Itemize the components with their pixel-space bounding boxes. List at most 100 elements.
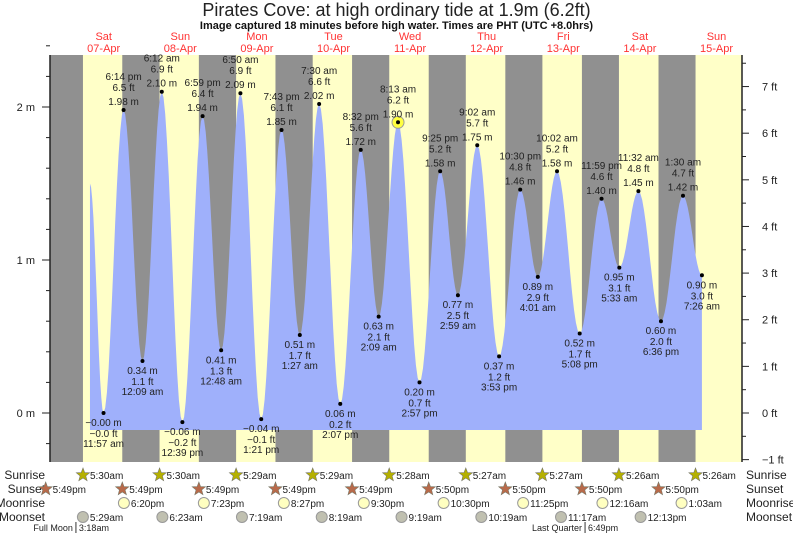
- moonrise-time: 7:23pm: [211, 499, 244, 510]
- high-tide-feet: 6.9 ft: [229, 66, 251, 77]
- chart-title: Pirates Cove: at high ordinary tide at 1…: [202, 0, 591, 20]
- sunset-icon: [344, 481, 360, 496]
- low-tide-time: 5:33 am: [601, 294, 637, 305]
- low-tide-meters: −0.06 m: [164, 427, 200, 438]
- low-tide-meters: 0.34 m: [127, 366, 158, 377]
- high-tide-time: 7:43 pm: [263, 92, 299, 103]
- moonset-time: 6:23am: [169, 513, 202, 524]
- moonset-time: 8:19am: [329, 513, 362, 524]
- sunrise-time: 5:29am: [320, 471, 353, 482]
- sunset-icon: [267, 481, 283, 496]
- low-tide-point: [259, 417, 264, 422]
- high-tide-meters: 1.42 m: [668, 183, 699, 194]
- date-label: 13-Apr: [547, 43, 580, 55]
- high-tide-feet: 4.8 ft: [509, 163, 531, 174]
- high-tide-meters: 1.94 m: [187, 103, 218, 114]
- low-tide-feet: −0.2 ft: [168, 438, 196, 449]
- sunrise-time: 5:30am: [167, 471, 200, 482]
- high-tide-meters: 1.45 m: [623, 178, 654, 189]
- low-tide-time: 7:26 am: [684, 301, 720, 312]
- sunset-row-label-right: Sunset: [746, 482, 784, 496]
- day-label: Sun: [171, 31, 191, 43]
- low-tide-point: [535, 274, 540, 279]
- moonrise-time: 11:25pm: [530, 499, 568, 510]
- high-tide-time: 10:02 am: [536, 133, 578, 144]
- moonset-time: 12:13pm: [648, 513, 687, 524]
- left-axis-label: 2 m: [17, 102, 35, 114]
- moonset-icon: [555, 511, 568, 523]
- sunset-time: 5:49pm: [206, 485, 239, 496]
- high-tide-meters: 2.10 m: [146, 79, 177, 90]
- high-tide-point: [636, 189, 641, 194]
- sunrise-time: 5:28am: [396, 471, 429, 482]
- high-tide-time: 1:30 am: [665, 158, 701, 169]
- high-tide-meters: 1.58 m: [542, 158, 573, 169]
- moonrise-icon: [357, 497, 370, 509]
- sunrise-time: 5:26am: [626, 471, 659, 482]
- sunset-time: 5:49pm: [359, 485, 392, 496]
- low-tide-time: 1:27 am: [282, 361, 318, 372]
- day-label: Wed: [399, 31, 421, 43]
- sunrise-time: 5:29am: [243, 471, 276, 482]
- low-tide-point: [219, 348, 224, 353]
- low-tide-time: 11:57 am: [83, 439, 124, 450]
- right-axis-label: 6 ft: [762, 128, 777, 140]
- high-tide-meters: 2.02 m: [304, 91, 335, 102]
- low-tide-point: [338, 401, 343, 406]
- moonrise-icon: [277, 497, 290, 509]
- sunset-icon: [421, 481, 437, 496]
- low-tide-meters: 0.06 m: [325, 409, 356, 420]
- low-tide-feet: 0.2 ft: [329, 420, 351, 431]
- high-tide-feet: 6.6 ft: [308, 77, 330, 88]
- low-tide-meters: 0.90 m: [687, 280, 718, 291]
- low-tide-point: [699, 273, 704, 278]
- moonset-row-label: Moonset: [0, 510, 46, 524]
- low-tide-feet: 2.5 ft: [447, 311, 469, 322]
- moonrise-time: 6:20pm: [131, 499, 164, 510]
- moonrise-icon: [675, 497, 688, 509]
- date-label: 09-Apr: [240, 43, 273, 55]
- sunrise-time: 5:26am: [703, 471, 736, 482]
- sunset-row-label: Sunset: [8, 482, 46, 496]
- low-tide-time: 1:21 pm: [243, 445, 279, 456]
- high-tide-feet: 5.6 ft: [350, 123, 372, 134]
- moonrise-row-label: Moonrise: [0, 496, 45, 510]
- high-tide-time: 6:14 pm: [106, 72, 142, 83]
- sunrise-icon: [458, 467, 474, 482]
- high-tide-meters: 1.40 m: [586, 186, 617, 197]
- moonset-row-label-right: Moonset: [746, 510, 793, 524]
- high-tide-point: [159, 89, 164, 94]
- high-tide-feet: 6.2 ft: [387, 95, 409, 106]
- high-tide-meters: 1.46 m: [505, 177, 536, 188]
- low-tide-point: [180, 420, 185, 425]
- day-label: Fri: [557, 31, 570, 43]
- moon-phase-name: Last Quarter: [532, 523, 582, 533]
- low-tide-point: [417, 380, 422, 385]
- sunset-time: 5:49pm: [53, 485, 86, 496]
- low-tide-meters: 0.89 m: [523, 282, 554, 293]
- moonset-time: 9:19am: [409, 513, 442, 524]
- low-tide-point: [376, 314, 381, 319]
- sunset-time: 5:50pm: [512, 485, 545, 496]
- right-axis-label: 2 ft: [762, 315, 777, 327]
- high-tide-point: [680, 193, 685, 198]
- low-tide-meters: 0.77 m: [443, 300, 474, 311]
- high-tide-point: [555, 169, 560, 174]
- day-label: Sun: [707, 31, 727, 43]
- high-tide-meters: 1.90 m: [383, 109, 414, 120]
- day-label: Sat: [95, 31, 112, 43]
- sunrise-icon: [534, 467, 550, 482]
- moonset-icon: [76, 511, 89, 523]
- low-tide-time: 2:07 pm: [322, 430, 358, 441]
- high-tide-point: [396, 120, 401, 125]
- sunrise-time: 5:30am: [90, 471, 123, 482]
- low-tide-point: [455, 293, 460, 298]
- low-tide-point: [658, 319, 663, 324]
- high-tide-point: [358, 147, 363, 152]
- moonrise-time: 12:16am: [609, 499, 648, 510]
- day-label: Tue: [324, 31, 343, 43]
- high-tide-point: [279, 127, 284, 132]
- right-axis-label: 1 ft: [762, 361, 777, 373]
- high-tide-time: 9:02 am: [459, 107, 495, 118]
- moonset-time: 11:17am: [568, 513, 606, 524]
